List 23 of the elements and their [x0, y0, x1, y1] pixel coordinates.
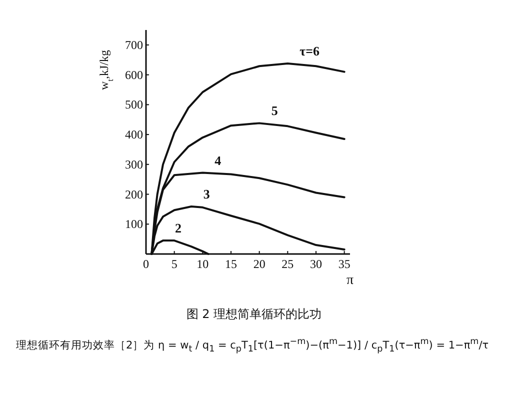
- x-tick-label: 25: [282, 257, 294, 271]
- series-label: 4: [214, 152, 222, 168]
- y-tick-label: 700: [125, 38, 143, 52]
- x-tick-label: 10: [196, 257, 209, 271]
- y-tick-label: 300: [125, 157, 143, 172]
- x-tick-label: 35: [338, 257, 350, 271]
- x-tick-label: 0: [143, 257, 149, 271]
- y-tick-label: 600: [125, 68, 143, 82]
- x-tick-label: 20: [253, 257, 266, 271]
- y-tick-label: 100: [125, 217, 143, 232]
- series-label: τ=6: [300, 43, 320, 58]
- caption: 图 2 理想简单循环的比功: [185, 306, 323, 323]
- x-tick-label: 5: [171, 257, 178, 271]
- series-label: 5: [271, 103, 278, 118]
- series-label: 3: [203, 186, 210, 202]
- y-tick-label: 400: [125, 128, 143, 142]
- text: 理想循环有用功效率［2］为 η = w$_{t}$ / q$_{1}$ = c$_{p}$T$_{1}$[τ(1−π$^{−m}$)−(π$^{m}$−1)] / c$_{p}$T$_{1}$(τ−π$^{m}$) = 1−π$^{m}$/τ: [16, 337, 489, 355]
- x-axis-title: π: [346, 273, 354, 288]
- y-tick-label: 200: [125, 187, 143, 202]
- y-tick-label: 500: [125, 98, 143, 112]
- x-tick-label: 30: [310, 257, 322, 271]
- series-label: 2: [175, 220, 182, 236]
- x-tick-label: 15: [225, 257, 237, 271]
